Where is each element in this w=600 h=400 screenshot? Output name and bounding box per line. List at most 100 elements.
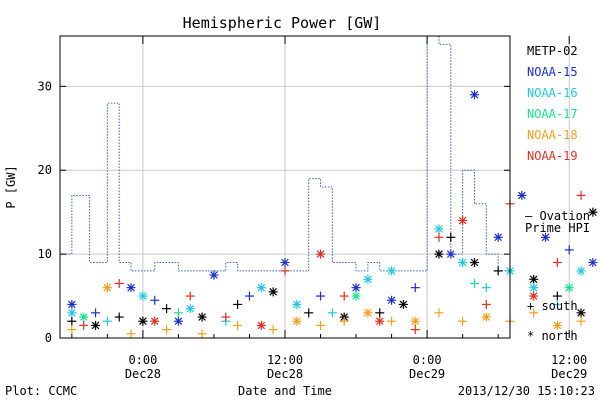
data-point-noaa-18-north (481, 312, 491, 322)
data-point-noaa-19-north (150, 316, 160, 326)
data-point-noaa-16-south (327, 308, 337, 318)
data-point-noaa-15-north (469, 90, 479, 100)
data-point-noaa-18-north (292, 316, 302, 326)
data-point-noaa-15-north (387, 295, 397, 305)
data-point-noaa-16-south (552, 299, 562, 309)
x-tick-time: 0:00 (413, 353, 442, 367)
data-point-noaa-16-north (292, 299, 302, 309)
legend-entry-noaa-16: NOAA-16 (527, 86, 578, 100)
y-axis-label: P [GW] (4, 165, 18, 208)
data-point-noaa-16-north (434, 224, 444, 234)
data-point-noaa-15-north (588, 258, 598, 267)
data-point-noaa-18-south (458, 316, 468, 326)
data-point-metp-02-north (138, 316, 148, 326)
data-point-noaa-18-south (339, 316, 349, 326)
data-point-metp-02-north (91, 320, 101, 330)
data-point-noaa-17-north (79, 312, 89, 322)
data-point-noaa-18-south (67, 325, 77, 335)
data-point-noaa-19-south (552, 258, 562, 267)
data-point-noaa-18-south (316, 320, 326, 330)
x-tick-date: Dec28 (125, 367, 161, 381)
plot-credit: Plot: CCMC (5, 384, 77, 398)
marker-key-south: + south (527, 299, 578, 313)
data-point-noaa-18-south (434, 308, 444, 318)
data-point-noaa-19-south (339, 291, 349, 301)
data-point-metp-02-south (114, 312, 124, 322)
data-point-metp-02-south (233, 299, 243, 309)
data-point-noaa-19-south (481, 299, 491, 309)
data-point-noaa-19-south (576, 190, 586, 200)
data-point-noaa-15-north (280, 258, 290, 267)
y-tick-label: 0 (45, 331, 52, 345)
data-point-noaa-15-north (541, 232, 551, 242)
data-point-metp-02-north (197, 312, 207, 322)
data-point-noaa-16-north (185, 304, 195, 314)
data-point-noaa-15-north (351, 283, 361, 293)
data-point-noaa-19-south (434, 232, 444, 242)
data-point-noaa-19-south (114, 278, 124, 288)
data-point-noaa-16-north (363, 274, 373, 284)
data-point-noaa-15-south (410, 283, 420, 293)
data-point-noaa-16-north (529, 283, 539, 293)
legend-entry-noaa-18: NOAA-18 (527, 128, 578, 142)
data-point-noaa-16-north (387, 266, 397, 276)
data-point-metp-02-north (398, 299, 408, 309)
legend-entry-metp-02: METP-02 (527, 44, 578, 58)
data-point-noaa-19-north (458, 216, 468, 226)
legend-entry-noaa-17: NOAA-17 (527, 107, 578, 121)
y-tick-label: 20 (38, 163, 52, 177)
data-point-noaa-18-south (197, 329, 207, 339)
data-point-noaa-19-north (256, 320, 266, 330)
data-point-noaa-16-north (458, 258, 468, 267)
data-point-noaa-16-south (102, 316, 112, 326)
data-point-metp-02-south (162, 304, 172, 314)
data-point-noaa-18-south (576, 316, 586, 326)
legend: METP-02 NOAA-15 NOAA-16 NOAA-17 NOAA-18 NOAA-… (527, 44, 578, 163)
grid (60, 36, 570, 339)
data-point-metp-02-north (434, 249, 444, 259)
x-axis-ticks: 0:00Dec2812:00Dec280:00Dec2912:00Dec290:… (71, 36, 587, 381)
data-point-noaa-18-south (387, 316, 397, 326)
data-point-noaa-15-north (173, 316, 183, 326)
x-tick-date: Dec29 (551, 367, 587, 381)
data-point-noaa-15-north (446, 249, 456, 259)
data-point-metp-02-south (493, 266, 503, 276)
x-tick-time: 0:00 (128, 353, 157, 367)
ovation-legend-label-2: Prime HPI (525, 221, 590, 235)
data-point-noaa-17-south (173, 308, 183, 318)
data-point-noaa-19-south (185, 291, 195, 301)
ovation-legend-label: – Ovation (525, 209, 590, 223)
data-point-metp-02-north (268, 287, 278, 297)
data-point-noaa-16-north (138, 291, 148, 301)
y-tick-label: 10 (38, 247, 52, 261)
data-point-metp-02-north (469, 258, 479, 267)
data-point-noaa-15-north (67, 299, 77, 309)
data-point-noaa-16-north (576, 266, 586, 276)
chart-title: Hemispheric Power [GW] (183, 14, 382, 32)
data-point-noaa-19-north (529, 291, 539, 301)
data-point-metp-02-south (375, 308, 385, 318)
data-point-noaa-19-south (79, 320, 89, 330)
data-point-noaa-18-north (102, 283, 112, 293)
data-point-noaa-17-north (351, 291, 361, 301)
x-tick-time: 12:00 (267, 353, 303, 367)
data-point-metp-02-north (576, 308, 586, 318)
data-point-metp-02-south (304, 308, 314, 318)
x-tick-date: Dec29 (409, 367, 445, 381)
legend-entry-noaa-15: NOAA-15 (527, 65, 578, 79)
data-point-noaa-18-south (162, 325, 172, 335)
data-point-noaa-18-south (126, 329, 136, 339)
data-point-noaa-16-south (481, 283, 491, 293)
data-point-noaa-19-north (375, 316, 385, 326)
data-point-noaa-15-north (493, 232, 503, 242)
data-point-noaa-15-south (564, 245, 574, 255)
data-point-noaa-17-north (564, 283, 574, 293)
plot-timestamp: 2013/12/30 15:10:23 (458, 384, 595, 398)
data-point-noaa-15-north (126, 283, 136, 293)
data-point-noaa-18-south (268, 325, 278, 335)
marker-key: + south * north (527, 299, 578, 343)
data-point-noaa-15-north (517, 190, 527, 200)
data-point-noaa-19-north (316, 249, 326, 259)
data-point-noaa-15-south (91, 308, 101, 318)
data-point-noaa-16-north (67, 308, 77, 318)
